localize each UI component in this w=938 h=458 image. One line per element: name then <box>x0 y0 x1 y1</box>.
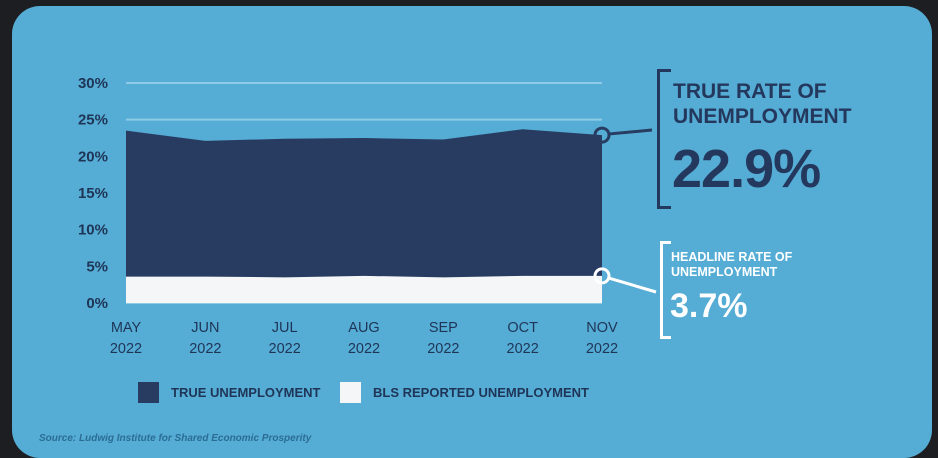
chart-area: 0% 5% 10% 15% 20% 25% 30% MAY 2022 JUN 2022 JUL 202… <box>78 75 657 357</box>
headline-rate-bracket <box>660 241 671 339</box>
x-tick-label: NOV <box>586 320 618 336</box>
true-rate-value: 22.9% <box>672 139 821 199</box>
legend-label-bls: BLS REPORTED UNEMPLOYMENT <box>373 385 589 400</box>
headline-rate-marker <box>593 267 611 285</box>
x-tick-label: 2022 <box>110 341 142 357</box>
area-bls-reported <box>126 275 602 303</box>
x-tick-label: 2022 <box>507 341 539 357</box>
x-axis-ticks: MAY 2022 JUN 2022 JUL 2022 AUG 2022 SEP 2022 OCT 20… <box>110 320 618 357</box>
legend-true-unemployment: TRUE UNEMPLOYMENT <box>138 382 321 403</box>
y-tick-label: 30% <box>78 75 108 92</box>
legend-swatch-true <box>138 382 159 403</box>
x-tick-label: 2022 <box>189 341 221 357</box>
x-tick-label: AUG <box>348 320 379 336</box>
true-rate-title-line1: TRUE RATE OF <box>673 80 827 103</box>
legend-swatch-bls <box>340 382 361 403</box>
legend-bls-reported: BLS REPORTED UNEMPLOYMENT <box>340 382 589 403</box>
true-rate-bracket <box>657 69 671 209</box>
x-tick-label: SEP <box>429 320 458 336</box>
y-tick-label: 25% <box>78 112 108 129</box>
x-tick-label: JUN <box>191 320 219 336</box>
y-tick-label: 15% <box>78 185 108 202</box>
callout-connectors <box>593 126 657 294</box>
true-rate-connector <box>607 128 653 136</box>
headline-rate-value: 3.7% <box>670 287 748 325</box>
x-tick-label: 2022 <box>586 341 618 357</box>
headline-rate-title-line1: HEADLINE RATE OF <box>671 250 793 264</box>
x-tick-label: 2022 <box>269 341 301 357</box>
y-tick-label: 0% <box>86 295 108 312</box>
y-tick-label: 5% <box>86 258 108 275</box>
true-rate-title-line2: UNEMPLOYMENT <box>673 105 852 128</box>
x-tick-label: 2022 <box>427 341 459 357</box>
legend-label-true: TRUE UNEMPLOYMENT <box>171 385 321 400</box>
chart-card: 0% 5% 10% 15% 20% 25% 30% MAY 2022 JUN 2022 JUL 202… <box>12 6 932 458</box>
x-tick-label: JUL <box>272 320 298 336</box>
area-true-unemployment <box>126 129 602 303</box>
x-tick-label: 2022 <box>348 341 380 357</box>
true-rate-marker <box>593 126 611 144</box>
area-series <box>126 129 602 303</box>
source-note: Source: Ludwig Institute for Shared Econ… <box>39 433 312 444</box>
y-tick-label: 10% <box>78 222 108 239</box>
y-tick-label: 20% <box>78 148 108 165</box>
headline-rate-connector <box>607 276 657 294</box>
x-tick-label: OCT <box>507 320 538 336</box>
headline-rate-title-line2: UNEMPLOYMENT <box>671 265 778 279</box>
x-tick-label: MAY <box>111 320 142 336</box>
y-axis-ticks: 0% 5% 10% 15% 20% 25% 30% <box>78 75 108 312</box>
